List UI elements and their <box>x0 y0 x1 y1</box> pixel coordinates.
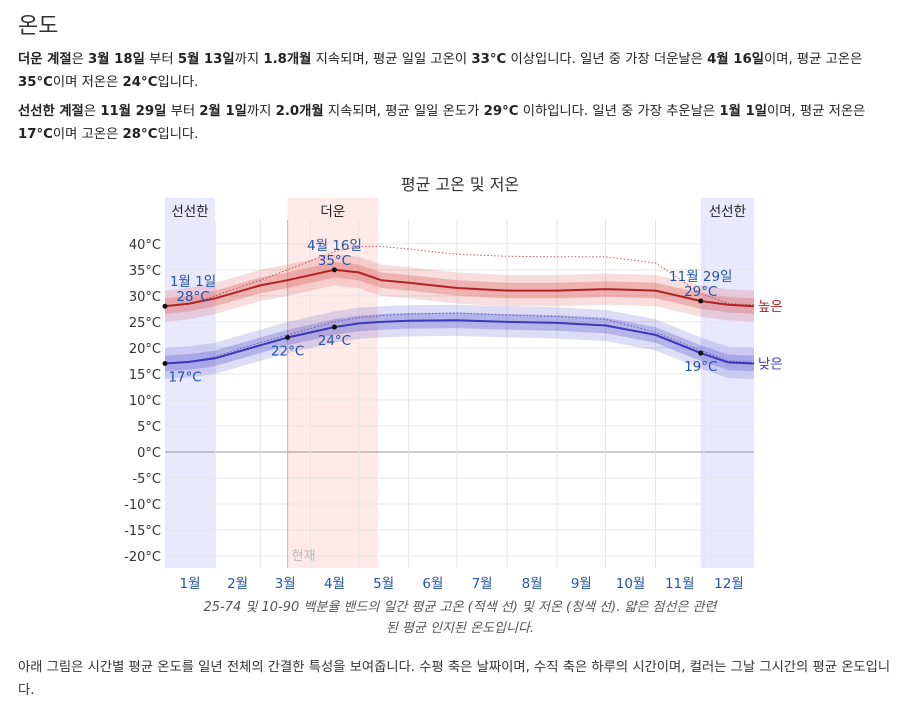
annotation-date: 4월 16일 <box>307 238 362 254</box>
x-tick-label: 9월 <box>571 576 592 592</box>
x-tick-label: 11월 <box>665 576 695 592</box>
y-tick-label: 30°C <box>129 290 161 305</box>
y-tick-label: 0°C <box>137 446 161 461</box>
annotation-date: 11월 29일 <box>669 269 733 285</box>
annotation-point <box>331 324 337 330</box>
annotation-value: 19°C <box>684 359 717 375</box>
x-tick-label: 10월 <box>616 576 646 592</box>
y-tick-label: 40°C <box>129 238 161 253</box>
y-tick-label: 35°C <box>129 264 161 279</box>
annotation-point <box>162 303 168 309</box>
x-tick-label: 4월 <box>324 576 345 592</box>
annotation-value: 24°C <box>318 333 351 349</box>
annotation-date: 1월 1일 <box>170 274 216 290</box>
season-band <box>165 198 216 568</box>
annotation-value: 35°C <box>318 253 351 269</box>
chart-caption: 25-74 및 10-90 백분율 밴드의 일간 평균 고온 (적색 선) 및 … <box>203 600 717 636</box>
season-label: 더운 <box>320 204 345 220</box>
series-label: 높은 <box>758 299 783 315</box>
series-label: 낮은 <box>758 356 783 372</box>
y-tick-label: 20°C <box>129 342 161 357</box>
chart-title: 평균 고온 및 저온 <box>401 175 519 194</box>
y-tick-label: 10°C <box>129 394 161 409</box>
season-label: 선선한 <box>709 204 746 220</box>
x-tick-label: 5월 <box>373 576 394 592</box>
y-tick-label: -15°C <box>124 524 161 539</box>
y-tick-label: 25°C <box>129 316 161 331</box>
annotation-point <box>285 334 291 340</box>
feels-like-line <box>164 245 755 307</box>
annotation-value: 29°C <box>684 284 717 300</box>
x-tick-label: 6월 <box>422 576 443 592</box>
x-tick-label: 1월 <box>180 576 201 592</box>
x-tick-label: 8월 <box>522 576 543 592</box>
cool-season-paragraph: 선선한 계절은 11월 29일 부터 2월 1일까지 2.0개월 지속되며, 평… <box>18 104 866 142</box>
season-band <box>700 198 754 568</box>
annotation-point <box>162 360 168 366</box>
annotation-point <box>698 298 704 304</box>
season-band <box>287 198 379 568</box>
y-tick-label: 15°C <box>129 368 161 383</box>
series-line <box>164 319 755 365</box>
x-tick-label: 12월 <box>714 576 744 592</box>
annotation-value: 28°C <box>176 289 209 305</box>
annotation-point <box>331 267 337 273</box>
footer-paragraph: 아래 그림은 시간별 평균 온도를 일년 전체의 간결한 특성을 보여줍니다. … <box>18 660 891 698</box>
x-tick-label: 3월 <box>275 576 296 592</box>
band-10-90 <box>165 304 754 380</box>
hot-season-paragraph: 더운 계절은 3월 18일 부터 5월 13일까지 1.8개월 지속되며, 평균… <box>18 52 863 90</box>
y-tick-label: -20°C <box>124 550 161 565</box>
season-label: 선선한 <box>171 204 208 220</box>
now-label: 현재 <box>292 549 316 564</box>
feels-like-line <box>164 312 755 364</box>
x-tick-label: 7월 <box>472 576 493 592</box>
annotation-value: 22°C <box>271 343 304 359</box>
y-tick-label: 5°C <box>137 420 161 435</box>
band-25-75 <box>165 312 754 372</box>
page-title: 온도 <box>18 14 59 39</box>
y-tick-label: -5°C <box>132 472 161 487</box>
annotation-value: 17°C <box>168 369 201 385</box>
x-tick-label: 2월 <box>227 576 248 592</box>
series-line <box>164 268 755 308</box>
y-tick-label: -10°C <box>124 498 161 513</box>
annotation-point <box>698 350 704 356</box>
